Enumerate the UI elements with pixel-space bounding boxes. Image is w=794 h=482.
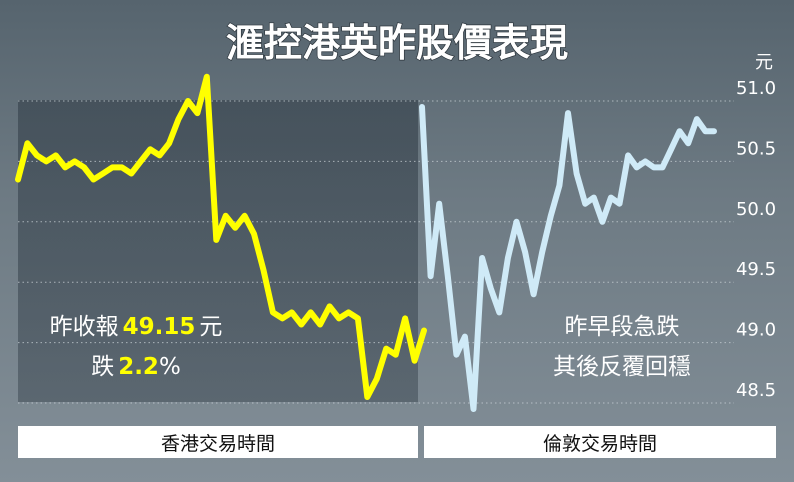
y-tick-label: 49.5	[736, 259, 776, 280]
y-tick-label: 50.0	[736, 199, 776, 220]
hk-change-annotation: 跌 2.2%	[91, 354, 181, 380]
london-annotation-line1: 昨早段急跌	[565, 314, 680, 340]
y-tick-label: 48.5	[736, 380, 776, 401]
hk-price-line	[15, 73, 427, 400]
london-session-label: 倫敦交易時間	[543, 433, 657, 455]
hk-change-suffix: %	[159, 354, 181, 380]
hk-change-value: 2.2	[118, 354, 159, 380]
london-annotation-line2: 其後反覆回穩	[553, 354, 691, 380]
hk-session-label-bar	[18, 426, 418, 458]
hk-session-panel	[18, 100, 418, 402]
hk-change-prefix: 跌	[91, 354, 114, 380]
series-layer	[15, 73, 717, 412]
y-tick-labels: 51.0 50.5 50.0 49.5 49.0 48.5	[736, 78, 776, 401]
chart-title: 滙控港英昨股價表現	[226, 21, 568, 65]
y-axis-unit: 元	[755, 52, 773, 73]
hk-close-suffix: 元	[199, 314, 222, 340]
hk-session-label: 香港交易時間	[161, 433, 275, 455]
y-tick-label: 51.0	[736, 78, 776, 99]
london-price-line	[419, 104, 717, 412]
hk-close-prefix: 昨收報	[50, 314, 119, 340]
y-tick-label: 49.0	[736, 320, 776, 341]
y-tick-label: 50.5	[736, 138, 776, 159]
hk-close-value: 49.15	[123, 314, 196, 340]
london-session-label-bar	[424, 426, 776, 458]
hk-close-annotation: 昨收報 49.15 元	[50, 314, 223, 340]
